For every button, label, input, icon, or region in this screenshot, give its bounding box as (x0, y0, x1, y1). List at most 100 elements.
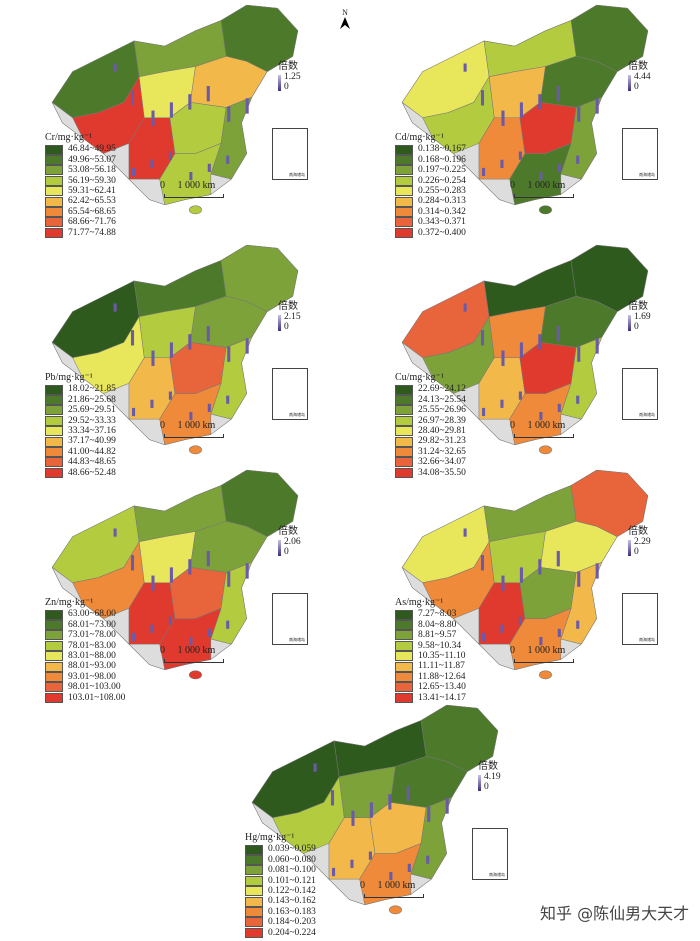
ratio-bar (207, 628, 211, 637)
legend-item: 48.66~52.48 (45, 468, 116, 478)
ratio-legend: 倍数 4.44 0 (628, 62, 651, 92)
legend-item: 63.00~68.00 (45, 609, 125, 620)
ratio-legend: 倍数 2.15 0 (278, 302, 301, 332)
legend-swatch (45, 227, 63, 238)
legend: As/mg·kg⁻¹ 7.27~8.03 8.04~8.80 8.81~9.57 9.5… (395, 597, 466, 703)
legend-swatch (245, 854, 263, 865)
ratio-bar (245, 338, 249, 354)
map-panel: As/mg·kg⁻¹ 7.27~8.03 8.04~8.80 8.81~9.57 9.5… (390, 465, 690, 705)
legend-swatch (395, 640, 413, 651)
legend-item: 9.58~10.34 (395, 641, 466, 651)
ratio-bar (388, 794, 392, 810)
legend-item: 28.40~29.81 (395, 425, 466, 437)
legend-label: 62.42~65.53 (68, 196, 116, 207)
ratio-bar (538, 559, 542, 575)
legend-label: 26.97~28.39 (418, 415, 466, 426)
legend-swatch (45, 651, 63, 662)
ratio-max: 2.06 (284, 537, 301, 547)
ratio-bar (188, 334, 192, 350)
legend-item: 37.17~40.99 (45, 436, 116, 447)
choropleth-map (51, 4, 299, 215)
ratio-bar (595, 98, 599, 114)
legend-swatch (395, 206, 413, 217)
ratio-bar (350, 859, 354, 868)
legend-swatch (395, 682, 413, 693)
ratio-bar (427, 806, 431, 822)
ratio-bar (556, 326, 560, 342)
ratio-bar (226, 395, 230, 404)
legend-label: 0.143~0.162 (268, 896, 316, 907)
inset-label: 南海诸岛 (489, 872, 505, 877)
ratio-bar (463, 63, 467, 72)
ratio-gradient (628, 540, 631, 556)
legend-swatch (45, 144, 63, 155)
ratio-bar (189, 172, 193, 181)
ratio-bar (313, 763, 317, 772)
ratio-legend-title: 倍数 (278, 526, 298, 537)
legend-label: 28.40~29.81 (418, 425, 466, 436)
scale-label: 1 000 km (177, 645, 216, 656)
legend-item: 22.69~24.12 (395, 384, 466, 395)
legend-label: 56.19~59.30 (68, 175, 116, 186)
legend-label: 83.01~88.00 (68, 650, 116, 661)
ratio-bar (188, 94, 192, 110)
legend-label: 8.81~9.57 (418, 630, 457, 641)
ratio-bar (595, 563, 599, 579)
ratio-legend: 倍数 2.06 0 (278, 527, 301, 557)
ratio-bar (480, 330, 485, 346)
legend-label: 0.372~0.400 (418, 227, 466, 238)
legend-item: 0.226~0.254 (395, 176, 466, 186)
legend-item: 0.101~0.121 (245, 876, 316, 886)
legend-label: 21.86~25.68 (68, 394, 116, 405)
ratio-min: 0 (484, 782, 489, 792)
ratio-bar (406, 786, 410, 802)
ratio-legend-title: 倍数 (278, 301, 298, 312)
legend-title: Zn/mg·kg⁻¹ (45, 597, 94, 608)
legend-item: 8.04~8.80 (395, 620, 466, 630)
legend-label: 93.01~98.00 (68, 671, 116, 682)
ratio-bar (480, 90, 485, 106)
legend-swatch (395, 405, 413, 416)
ratio-max: 1.69 (634, 312, 651, 322)
ratio-max: 2.15 (284, 312, 301, 322)
legend-item: 68.01~73.00 (45, 620, 125, 630)
legend-item: 0.060~0.080 (245, 855, 316, 865)
scale-label: 1 000 km (527, 645, 566, 656)
legend-swatch (245, 886, 263, 897)
legend-item: 88.01~93.00 (45, 661, 125, 672)
south-china-sea-inset: 南海诸岛 (622, 593, 658, 645)
ratio-bar (556, 86, 560, 102)
legend-label: 33.34~37.16 (68, 425, 116, 436)
ratio-gradient (628, 75, 631, 91)
legend: Cu/mg·kg⁻¹ 22.69~24.12 24.13~25.54 25.55~26… (395, 372, 466, 478)
ratio-bar (168, 151, 172, 160)
ratio-bar (150, 624, 154, 633)
legend-swatch (45, 682, 63, 693)
ratio-bar (389, 872, 393, 881)
legend-item: 8.81~9.57 (395, 630, 466, 641)
legend-swatch (395, 436, 413, 447)
legend-item: 65.54~68.65 (45, 207, 116, 217)
legend-swatch (45, 165, 63, 176)
ratio-bar (518, 151, 522, 160)
south-china-sea-inset: 南海诸岛 (272, 593, 308, 645)
legend-label: 88.01~93.00 (68, 661, 116, 672)
ratio-bar (577, 571, 581, 587)
ratio-max: 4.44 (634, 72, 651, 82)
ratio-bar (206, 551, 210, 567)
legend-label: 73.01~78.00 (68, 630, 116, 641)
map-panel: Pb/mg·kg⁻¹ 18.02~21.85 21.86~25.68 25.69~29… (40, 240, 340, 480)
ratio-legend-title: 倍数 (628, 526, 648, 537)
legend-item: 7.27~8.03 (395, 609, 466, 620)
ratio-legend: 倍数 4.19 0 (478, 762, 501, 792)
legend-label: 0.226~0.254 (418, 175, 466, 186)
ratio-gradient (278, 540, 281, 556)
ratio-legend-title: 倍数 (628, 61, 648, 72)
legend-swatch (45, 671, 63, 682)
ratio-bar (351, 810, 355, 826)
legend-title: Pb/mg·kg⁻¹ (45, 372, 93, 383)
legend-label: 0.184~0.203 (268, 917, 316, 928)
ratio-bar (595, 338, 599, 354)
scale-bar: 0 1 000 km (510, 645, 590, 663)
ratio-bar (169, 102, 173, 118)
